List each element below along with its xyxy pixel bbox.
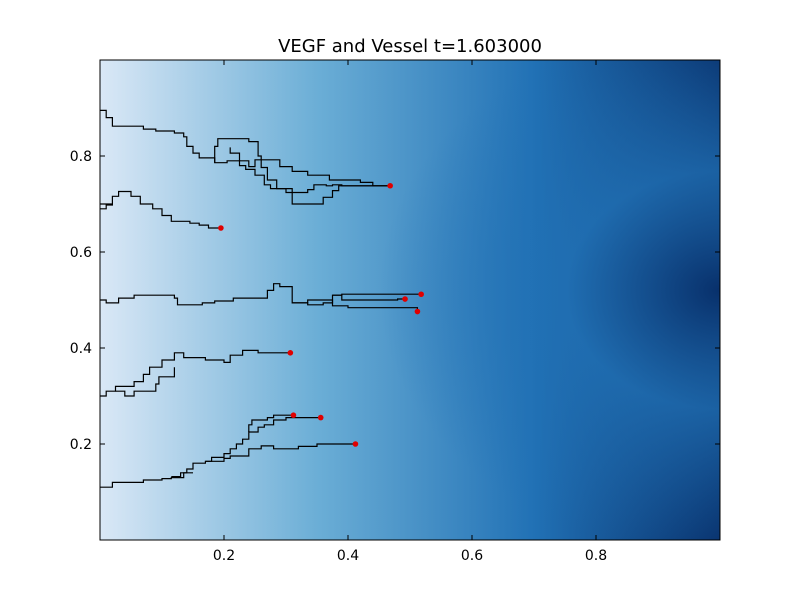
x-tick-label: 0.8 <box>585 548 607 564</box>
axes-frame <box>99 59 721 541</box>
vessel-tip-8 <box>317 414 324 421</box>
plot-area <box>99 59 721 541</box>
vessel-tip-4 <box>402 296 408 302</box>
vessel-path-11 <box>100 443 356 488</box>
x-tick-label: 0.4 <box>337 548 359 564</box>
vessel-tip-3 <box>418 291 424 298</box>
vessel-tip-7 <box>290 412 297 419</box>
x-tick-label: 0.2 <box>213 548 235 564</box>
vessel-tip-6 <box>287 350 294 356</box>
vessel-path-10 <box>115 367 175 397</box>
vessel-tip-1 <box>387 182 393 189</box>
vessel-path-5 <box>100 204 114 210</box>
vessel-tip-5 <box>414 308 421 315</box>
vessel-network <box>100 109 422 488</box>
vessel-tip-2 <box>218 225 224 231</box>
vessel-tip-9 <box>352 441 359 447</box>
y-tick-label: 0.4 <box>70 341 92 357</box>
x-tick-label: 0.6 <box>461 548 483 564</box>
chart-title: VEGF and Vessel t=1.603000 <box>278 36 542 57</box>
vessel-path-12 <box>205 417 321 462</box>
vessel-path-1 <box>100 109 391 194</box>
vessel-path-13 <box>248 414 294 432</box>
y-tick-label: 0.6 <box>70 245 92 261</box>
vessel-path-3 <box>229 147 391 187</box>
vessel-tips <box>218 182 424 447</box>
vessel-path-8 <box>332 294 405 301</box>
y-tick-label: 0.8 <box>70 149 92 165</box>
y-axis: 0.2 0.4 0.6 0.8 <box>70 149 720 453</box>
vessel-path-4 <box>100 190 221 229</box>
vessel-path-9 <box>100 349 291 397</box>
vessel-path-14 <box>171 472 193 478</box>
x-axis: 0.2 0.4 0.6 0.8 <box>213 60 607 564</box>
y-tick-label: 0.2 <box>70 437 92 453</box>
vessel-path-6 <box>100 283 418 312</box>
vessel-path-2 <box>214 138 391 205</box>
heatmap-peak-overlay <box>100 60 720 540</box>
